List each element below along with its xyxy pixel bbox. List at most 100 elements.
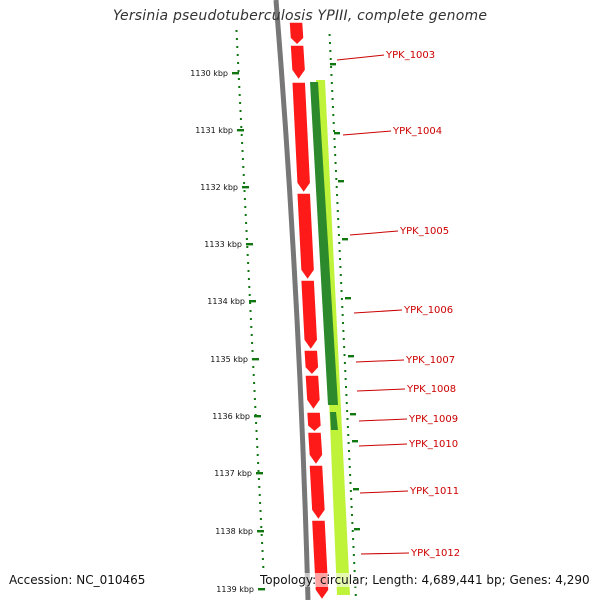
scale-tick-label: 1132 kbp [200, 183, 238, 192]
gc-tick [345, 297, 351, 300]
scale-dot [257, 470, 260, 472]
gc-dot [345, 394, 348, 396]
scale-dot [245, 238, 248, 240]
gc-dot [340, 282, 343, 284]
scale-tick-mark [242, 186, 249, 189]
gc-dot [328, 42, 331, 44]
scale-dot [238, 86, 241, 88]
gene-arrow [302, 349, 320, 377]
gc-dot [334, 154, 337, 156]
scale-tick-label: 1136 kbp [212, 412, 250, 421]
gene-label: YPK_1006 [403, 305, 453, 316]
gc-dot [338, 250, 341, 252]
scale-dot [242, 174, 245, 176]
scale-dot [242, 166, 245, 168]
scale-tick-label: 1138 kbp [215, 527, 253, 536]
gene-arrow [289, 44, 307, 82]
gc-dot [333, 130, 336, 132]
gene-label-leader [342, 130, 392, 136]
gc-dot [337, 226, 340, 228]
gc-dot [349, 482, 352, 484]
gc-tick [334, 132, 340, 135]
scale-dot [235, 30, 238, 32]
gc-dot [339, 274, 342, 276]
gc-dot [348, 466, 351, 468]
gene-arrow [299, 279, 319, 352]
gc-tick [330, 63, 336, 66]
scale-dot [255, 422, 258, 424]
gene-arrow [308, 464, 327, 522]
scale-tick-mark [246, 243, 253, 246]
scale-dot [261, 550, 264, 552]
gc-dot [346, 410, 349, 412]
scale-dot [261, 542, 264, 544]
scale-dot [240, 134, 243, 136]
gc-dot [342, 322, 345, 324]
scale-dot [253, 382, 256, 384]
gene-label: YPK_1011 [409, 486, 459, 497]
scale-tick-mark [237, 129, 244, 132]
gc-tick [338, 180, 344, 183]
gene-label: YPK_1008 [406, 384, 456, 395]
scale-dot [253, 398, 256, 400]
gc-dot [331, 106, 334, 108]
gc-dot [350, 506, 353, 508]
gc-dot [339, 258, 342, 260]
scale-dot [247, 270, 250, 272]
scale-dot [235, 38, 238, 40]
scale-dot [247, 262, 250, 264]
scale-dot [260, 534, 263, 536]
scale-dot [259, 502, 262, 504]
scale-dot [252, 374, 255, 376]
gene-label: YPK_1010 [408, 439, 458, 450]
gc-dot [342, 330, 345, 332]
gc-tick [348, 355, 354, 358]
gc-dot [347, 434, 350, 436]
gc-dot [354, 586, 357, 588]
gc-dot [333, 138, 336, 140]
scale-dot [258, 494, 261, 496]
gc-dot [332, 122, 335, 124]
gene-arrow [306, 431, 324, 467]
gene-label-leader [353, 309, 403, 314]
scale-dot [236, 54, 239, 56]
genome-summary-text: Topology: circular; Length: 4,689,441 bp… [260, 573, 590, 587]
gc-dot [338, 242, 341, 244]
gene-arrow [305, 411, 323, 433]
gc-dot [341, 314, 344, 316]
scale-dot [244, 214, 247, 216]
scale-dot [259, 518, 262, 520]
scale-tick-label: 1133 kbp [204, 240, 242, 249]
gene-arrow [304, 374, 322, 412]
scale-tick-mark [249, 300, 256, 303]
gc-tick [352, 440, 358, 443]
accession-text: Accession: NC_010465 [9, 573, 146, 587]
scale-dot [241, 158, 244, 160]
gc-dot [347, 442, 350, 444]
gene-label: YPK_1007 [405, 355, 455, 366]
gc-dot [349, 474, 352, 476]
gc-dot [337, 234, 340, 236]
scale-dot [249, 302, 252, 304]
gene-label-leader [358, 418, 408, 422]
scale-tick-label: 1131 kbp [195, 126, 233, 135]
dark-green-track [310, 82, 338, 405]
gc-dot [345, 402, 348, 404]
scale-dot [259, 510, 262, 512]
gc-dot [352, 554, 355, 556]
scale-dot [238, 94, 241, 96]
scale-dot [257, 478, 260, 480]
scale-tick-mark [232, 72, 239, 75]
scale-dot-ring [235, 30, 265, 568]
gc-dot [337, 218, 340, 220]
scale-dot [250, 326, 253, 328]
gene-label: YPK_1003 [385, 50, 435, 61]
gc-dot [331, 90, 334, 92]
gene-label-leader [336, 54, 385, 61]
scale-dot [237, 62, 240, 64]
gc-dot [336, 202, 339, 204]
scale-dot [255, 430, 258, 432]
scale-dot [251, 350, 254, 352]
scale-dot [248, 286, 251, 288]
